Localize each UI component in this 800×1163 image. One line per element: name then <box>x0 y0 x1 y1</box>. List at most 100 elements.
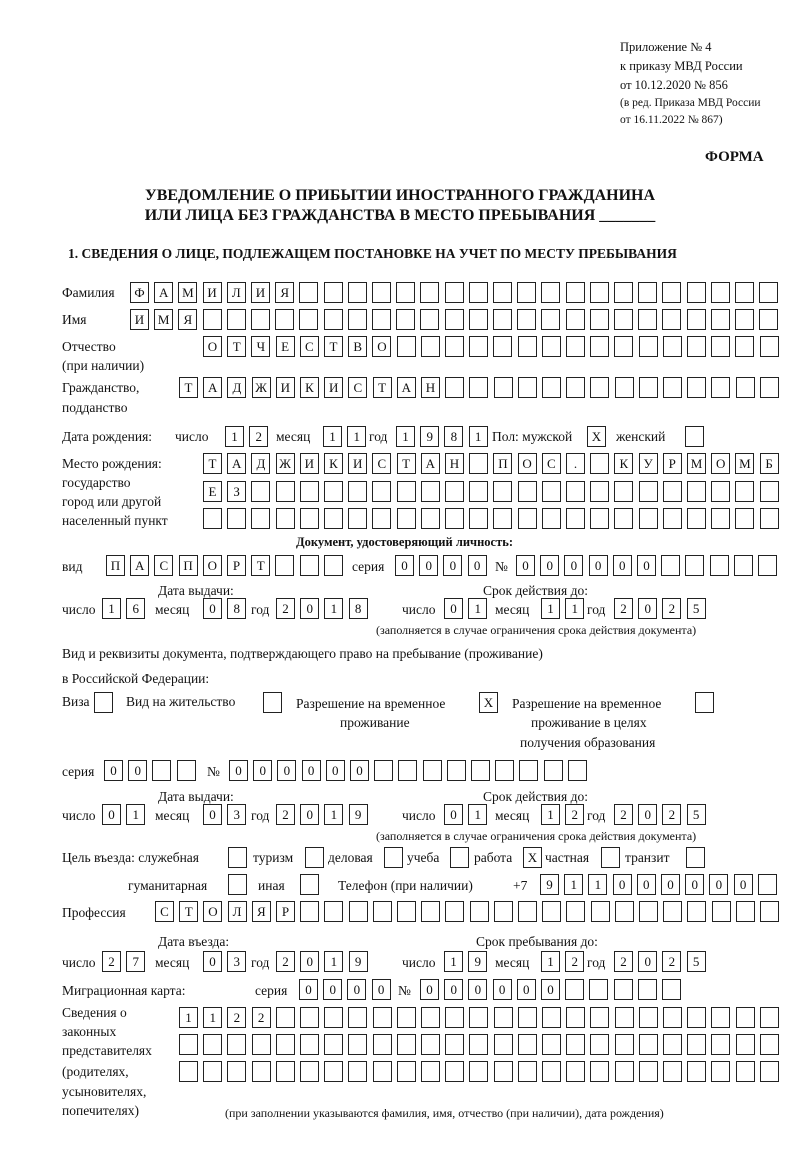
representatives-row3-cell[interactable] <box>663 1061 682 1082</box>
citizenship-cell[interactable]: Т <box>372 377 392 398</box>
profession-cell[interactable]: Я <box>251 901 271 922</box>
surname-cell[interactable] <box>759 282 779 303</box>
representatives-row1-cell[interactable]: 2 <box>251 1007 271 1028</box>
doc-valid-day-cell[interactable]: 1 <box>468 598 488 619</box>
surname-cell[interactable]: М <box>178 282 198 303</box>
birthplace-row3-cell[interactable] <box>469 508 489 529</box>
profession-cell[interactable] <box>614 901 634 922</box>
representatives-row1-cell[interactable] <box>759 1007 779 1028</box>
patronymic-cell[interactable] <box>445 336 464 357</box>
representatives-row1-cell[interactable] <box>396 1007 416 1028</box>
birthplace-row3-cell[interactable] <box>759 508 779 529</box>
doc-type-cell[interactable] <box>299 555 319 576</box>
representatives-row3-cell[interactable] <box>372 1061 392 1082</box>
profession-cell[interactable] <box>348 901 368 922</box>
birthplace-row2-cell[interactable] <box>299 481 319 502</box>
sex-female-checkbox[interactable] <box>685 426 704 447</box>
representatives-row2-cell[interactable] <box>275 1034 295 1055</box>
doc-number-cell[interactable] <box>733 555 753 576</box>
representatives-row1-cell[interactable] <box>614 1007 634 1028</box>
stay-day-cell[interactable]: 1 <box>444 951 463 972</box>
doc-series-cell[interactable]: 0 <box>395 555 414 576</box>
entry-year-cell[interactable]: 1 <box>324 951 344 972</box>
doc-number-cell[interactable] <box>709 555 729 576</box>
purpose-study-checkbox[interactable] <box>450 847 469 868</box>
name-cell[interactable] <box>493 309 512 330</box>
migration-number-cell[interactable] <box>662 979 681 1000</box>
stay-month-cell[interactable]: 1 <box>541 951 560 972</box>
stay-issue-year-cell[interactable]: 1 <box>324 804 344 825</box>
representatives-row2-cell[interactable] <box>421 1034 440 1055</box>
name-cell[interactable] <box>299 309 319 330</box>
migration-number-cell[interactable]: 0 <box>541 979 560 1000</box>
surname-cell[interactable] <box>614 282 633 303</box>
name-cell[interactable] <box>614 309 633 330</box>
doc-issue-year-cell[interactable]: 2 <box>276 598 295 619</box>
name-cell[interactable] <box>686 309 706 330</box>
birthplace-row3-cell[interactable] <box>662 508 682 529</box>
phone-cell[interactable]: 1 <box>564 874 584 895</box>
representatives-row3-cell[interactable] <box>421 1061 440 1082</box>
migration-number-cell[interactable] <box>565 979 585 1000</box>
surname-cell[interactable]: Я <box>275 282 295 303</box>
birthplace-row1-cell[interactable]: К <box>324 453 343 474</box>
representatives-row1-cell[interactable] <box>517 1007 537 1028</box>
doc-type-cell[interactable]: О <box>202 555 222 576</box>
residence-permit-checkbox[interactable] <box>263 692 282 713</box>
citizenship-cell[interactable]: Ж <box>251 377 271 398</box>
purpose-official-checkbox[interactable] <box>228 847 247 868</box>
birthplace-row2-cell[interactable]: Е <box>203 481 222 502</box>
doc-type-cell[interactable]: Р <box>227 555 246 576</box>
patronymic-cell[interactable] <box>517 336 537 357</box>
birthplace-row1-cell[interactable]: И <box>348 453 368 474</box>
birthplace-row3-cell[interactable] <box>687 508 706 529</box>
patronymic-cell[interactable] <box>687 336 706 357</box>
doc-number-cell[interactable]: 0 <box>516 555 535 576</box>
doc-number-cell[interactable]: 0 <box>564 555 584 576</box>
birthplace-row2-cell[interactable] <box>517 481 537 502</box>
citizenship-cell[interactable] <box>759 377 779 398</box>
name-cell[interactable] <box>541 309 561 330</box>
doc-number-cell[interactable]: 0 <box>637 555 656 576</box>
representatives-row1-cell[interactable]: 2 <box>227 1007 247 1028</box>
profession-cell[interactable] <box>542 901 562 922</box>
representatives-row3-cell[interactable] <box>711 1061 731 1082</box>
stay-year-cell[interactable]: 2 <box>614 951 633 972</box>
stay-valid-year-cell[interactable]: 2 <box>662 804 682 825</box>
stay-year-cell[interactable]: 5 <box>686 951 706 972</box>
birthplace-row3-cell[interactable] <box>590 508 610 529</box>
birthplace-row3-cell[interactable] <box>638 508 658 529</box>
birthplace-row1-cell[interactable]: А <box>227 453 247 474</box>
birthplace-row3-cell[interactable] <box>251 508 271 529</box>
profession-cell[interactable]: О <box>203 901 223 922</box>
birthplace-row1-cell[interactable]: М <box>687 453 706 474</box>
entry-year-cell[interactable]: 0 <box>300 951 320 972</box>
doc-issue-year-cell[interactable]: 8 <box>348 598 368 619</box>
representatives-row2-cell[interactable] <box>396 1034 416 1055</box>
birthplace-row2-cell[interactable] <box>566 481 585 502</box>
representatives-row1-cell[interactable] <box>493 1007 513 1028</box>
patronymic-cell[interactable]: Ч <box>251 336 271 357</box>
name-cell[interactable] <box>759 309 779 330</box>
birthplace-row1-cell[interactable]: О <box>517 453 537 474</box>
birthplace-row2-cell[interactable] <box>638 481 658 502</box>
stay-number-cell[interactable] <box>567 760 587 781</box>
stay-issue-month-cell[interactable]: 0 <box>203 804 222 825</box>
phone-cell[interactable]: 1 <box>588 874 608 895</box>
stay-number-cell[interactable] <box>519 760 539 781</box>
surname-cell[interactable] <box>444 282 464 303</box>
purpose-humanitarian-checkbox[interactable] <box>228 874 247 895</box>
birthplace-row1-cell[interactable]: И <box>299 453 319 474</box>
stay-number-cell[interactable] <box>422 760 442 781</box>
name-cell[interactable] <box>735 309 754 330</box>
representatives-row1-cell[interactable] <box>638 1007 658 1028</box>
name-cell[interactable]: И <box>130 309 149 330</box>
entry-day-cell[interactable]: 2 <box>102 951 121 972</box>
representatives-row3-cell[interactable] <box>275 1061 295 1082</box>
stay-issue-month-cell[interactable]: 3 <box>227 804 247 825</box>
stay-series-cell[interactable]: 0 <box>104 760 123 781</box>
representatives-row2-cell[interactable] <box>348 1034 368 1055</box>
representatives-row1-cell[interactable] <box>300 1007 319 1028</box>
stay-series-cell[interactable]: 0 <box>128 760 148 781</box>
citizenship-cell[interactable] <box>590 377 610 398</box>
